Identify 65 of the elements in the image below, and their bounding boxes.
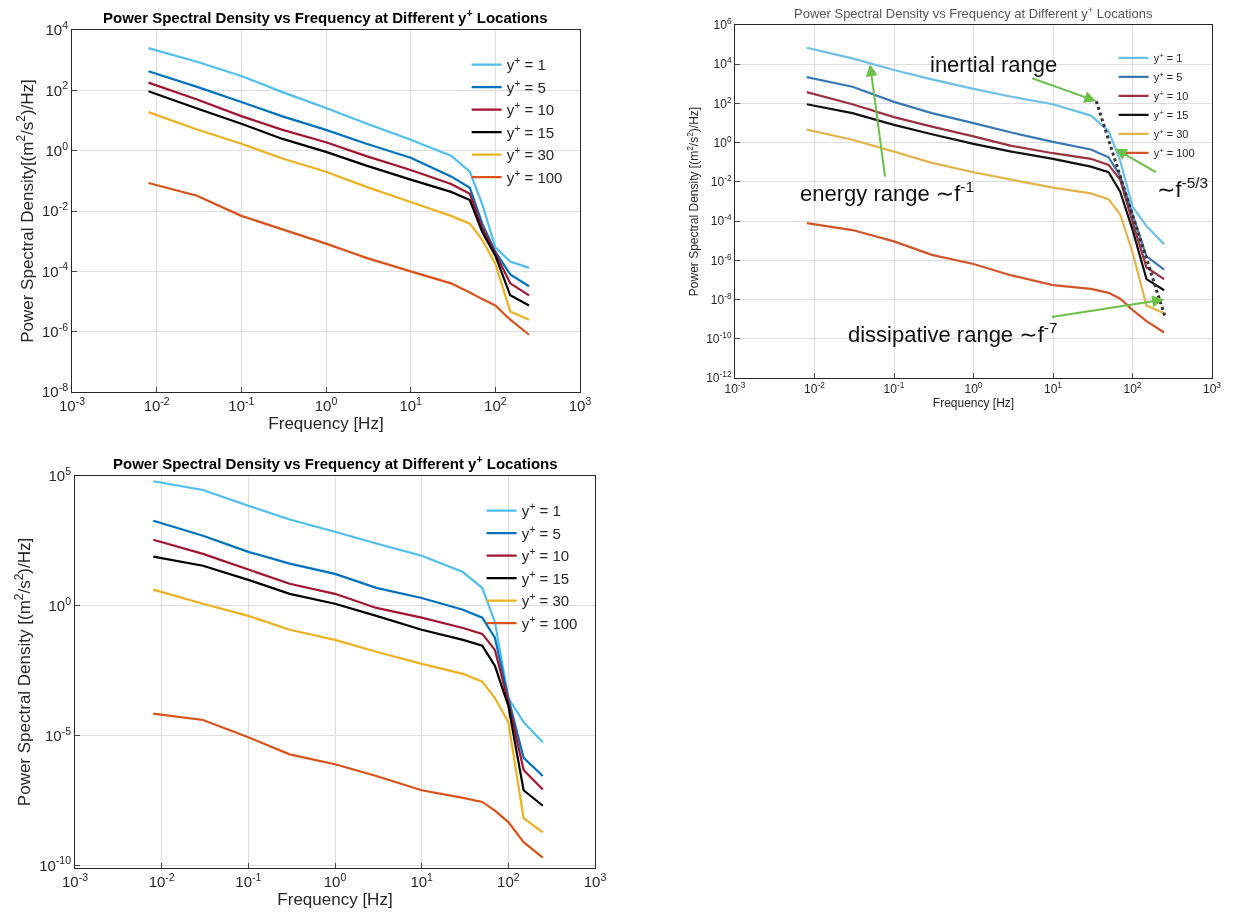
x-axis-title: Frequency [Hz] <box>932 396 1015 411</box>
legend-label: y$^{+}$ = 10 <box>521 545 570 565</box>
y-tick-label: 10$^{0}$ <box>48 594 72 615</box>
x-axis-title: Frequency [Hz] <box>277 890 393 909</box>
y-tick-label: 10$^{-6}$ <box>41 320 69 340</box>
legend-label: y$^{+}$ = 5 <box>521 522 561 542</box>
y-tick-label: 10$^{2}$ <box>45 79 69 99</box>
y-tick-label: 10$^{0}$ <box>713 133 732 150</box>
legend-label: y$^{+}$ = 5 <box>506 76 546 96</box>
legend-label: y$^{+}$ = 15 <box>506 121 555 141</box>
x-tick-label: 10$^{2}$ <box>1123 380 1142 397</box>
annotation: dissipative range ∼f$^{-7}$ <box>848 319 1058 348</box>
chart-title: Power Spectral Density vs Frequency at Different y$^{+}$ Locations <box>794 5 1153 22</box>
x-tick-label: 10$^{1}$ <box>1043 380 1063 397</box>
y-tick-label: 10$^{-2}$ <box>710 173 732 190</box>
y-tick-label: 10$^{0}$ <box>45 139 69 159</box>
legend-label: y$^{+}$ = 1 <box>521 500 561 520</box>
x-tick-label: 10$^{3}$ <box>568 394 592 414</box>
x-tick-label: 10$^{3}$ <box>583 870 607 890</box>
x-tick-label: 10$^{0}$ <box>964 380 983 397</box>
y-tick-label: 10$^{-4}$ <box>41 260 69 280</box>
legend-label: y$^{+}$ = 5 <box>1153 69 1183 84</box>
annotation: ∼f$^{-5/3}$ <box>1157 174 1209 203</box>
x-axis-title: Frequency [Hz] <box>268 414 384 433</box>
x-tick-label: 10$^{-2}$ <box>804 380 826 397</box>
legend-label: y$^{+}$ = 1 <box>506 54 546 74</box>
y-tick-label: 10$^{6}$ <box>713 16 732 33</box>
x-tick-label: 10$^{-2}$ <box>143 394 170 414</box>
y-tick-label: 10$^{5}$ <box>48 464 72 485</box>
annotation: energy range ∼f$^{-1}$ <box>800 178 974 207</box>
y-tick-label: 10$^{-10}$ <box>706 329 732 346</box>
y-tick-label: 10$^{-6}$ <box>710 251 732 268</box>
x-tick-label: 10$^{3}$ <box>1202 380 1222 397</box>
legend-label: y$^{+}$ = 30 <box>1153 126 1189 141</box>
y-tick-label: 10$^{4}$ <box>713 55 732 72</box>
y-tick-label: 10$^{-2}$ <box>41 199 69 220</box>
x-tick-label: 10$^{1}$ <box>410 870 434 890</box>
x-tick-label: 10$^{0}$ <box>323 870 347 890</box>
legend-label: y$^{+}$ = 100 <box>521 612 578 632</box>
legend-label: y$^{+}$ = 15 <box>1153 107 1189 122</box>
y-tick-label: 10$^{-4}$ <box>710 212 732 229</box>
x-tick-label: 10$^{-1}$ <box>235 870 262 890</box>
y-tick-label: 10$^{2}$ <box>713 94 732 111</box>
legend-label: y$^{+}$ = 100 <box>506 166 563 186</box>
legend-label: y$^{+}$ = 30 <box>521 590 570 610</box>
x-tick-label: 10$^{2}$ <box>497 870 520 890</box>
legend-label: y$^{+}$ = 100 <box>1153 145 1195 160</box>
y-tick-label: 10$^{-8}$ <box>710 290 732 307</box>
legend-label: y$^{+}$ = 10 <box>1153 88 1189 103</box>
legend-label: y$^{+}$ = 30 <box>506 144 555 164</box>
x-tick-label: 10$^{-3}$ <box>724 380 746 397</box>
chart-title: Power Spectral Density vs Frequency at Different y$^{+}$ Locations <box>103 7 548 27</box>
y-tick-label: 10$^{4}$ <box>45 18 69 39</box>
annotation: inertial range <box>930 52 1058 77</box>
legend-label: y$^{+}$ = 1 <box>1153 50 1183 65</box>
x-tick-label: 10$^{0}$ <box>314 394 338 414</box>
x-tick-label: 10$^{-2}$ <box>148 870 175 890</box>
legend-label: y$^{+}$ = 15 <box>521 567 570 587</box>
legend-label: y$^{+}$ = 10 <box>506 99 555 119</box>
x-tick-label: 10$^{1}$ <box>399 394 423 414</box>
x-tick-label: 10$^{-1}$ <box>228 394 255 414</box>
chart-title: Power Spectral Density vs Frequency at Different y$^{+}$ Locations <box>113 453 558 473</box>
x-tick-label: 10$^{2}$ <box>484 394 507 414</box>
x-tick-label: 10$^{-1}$ <box>883 380 905 397</box>
y-tick-label: 10$^{-5}$ <box>44 724 72 744</box>
